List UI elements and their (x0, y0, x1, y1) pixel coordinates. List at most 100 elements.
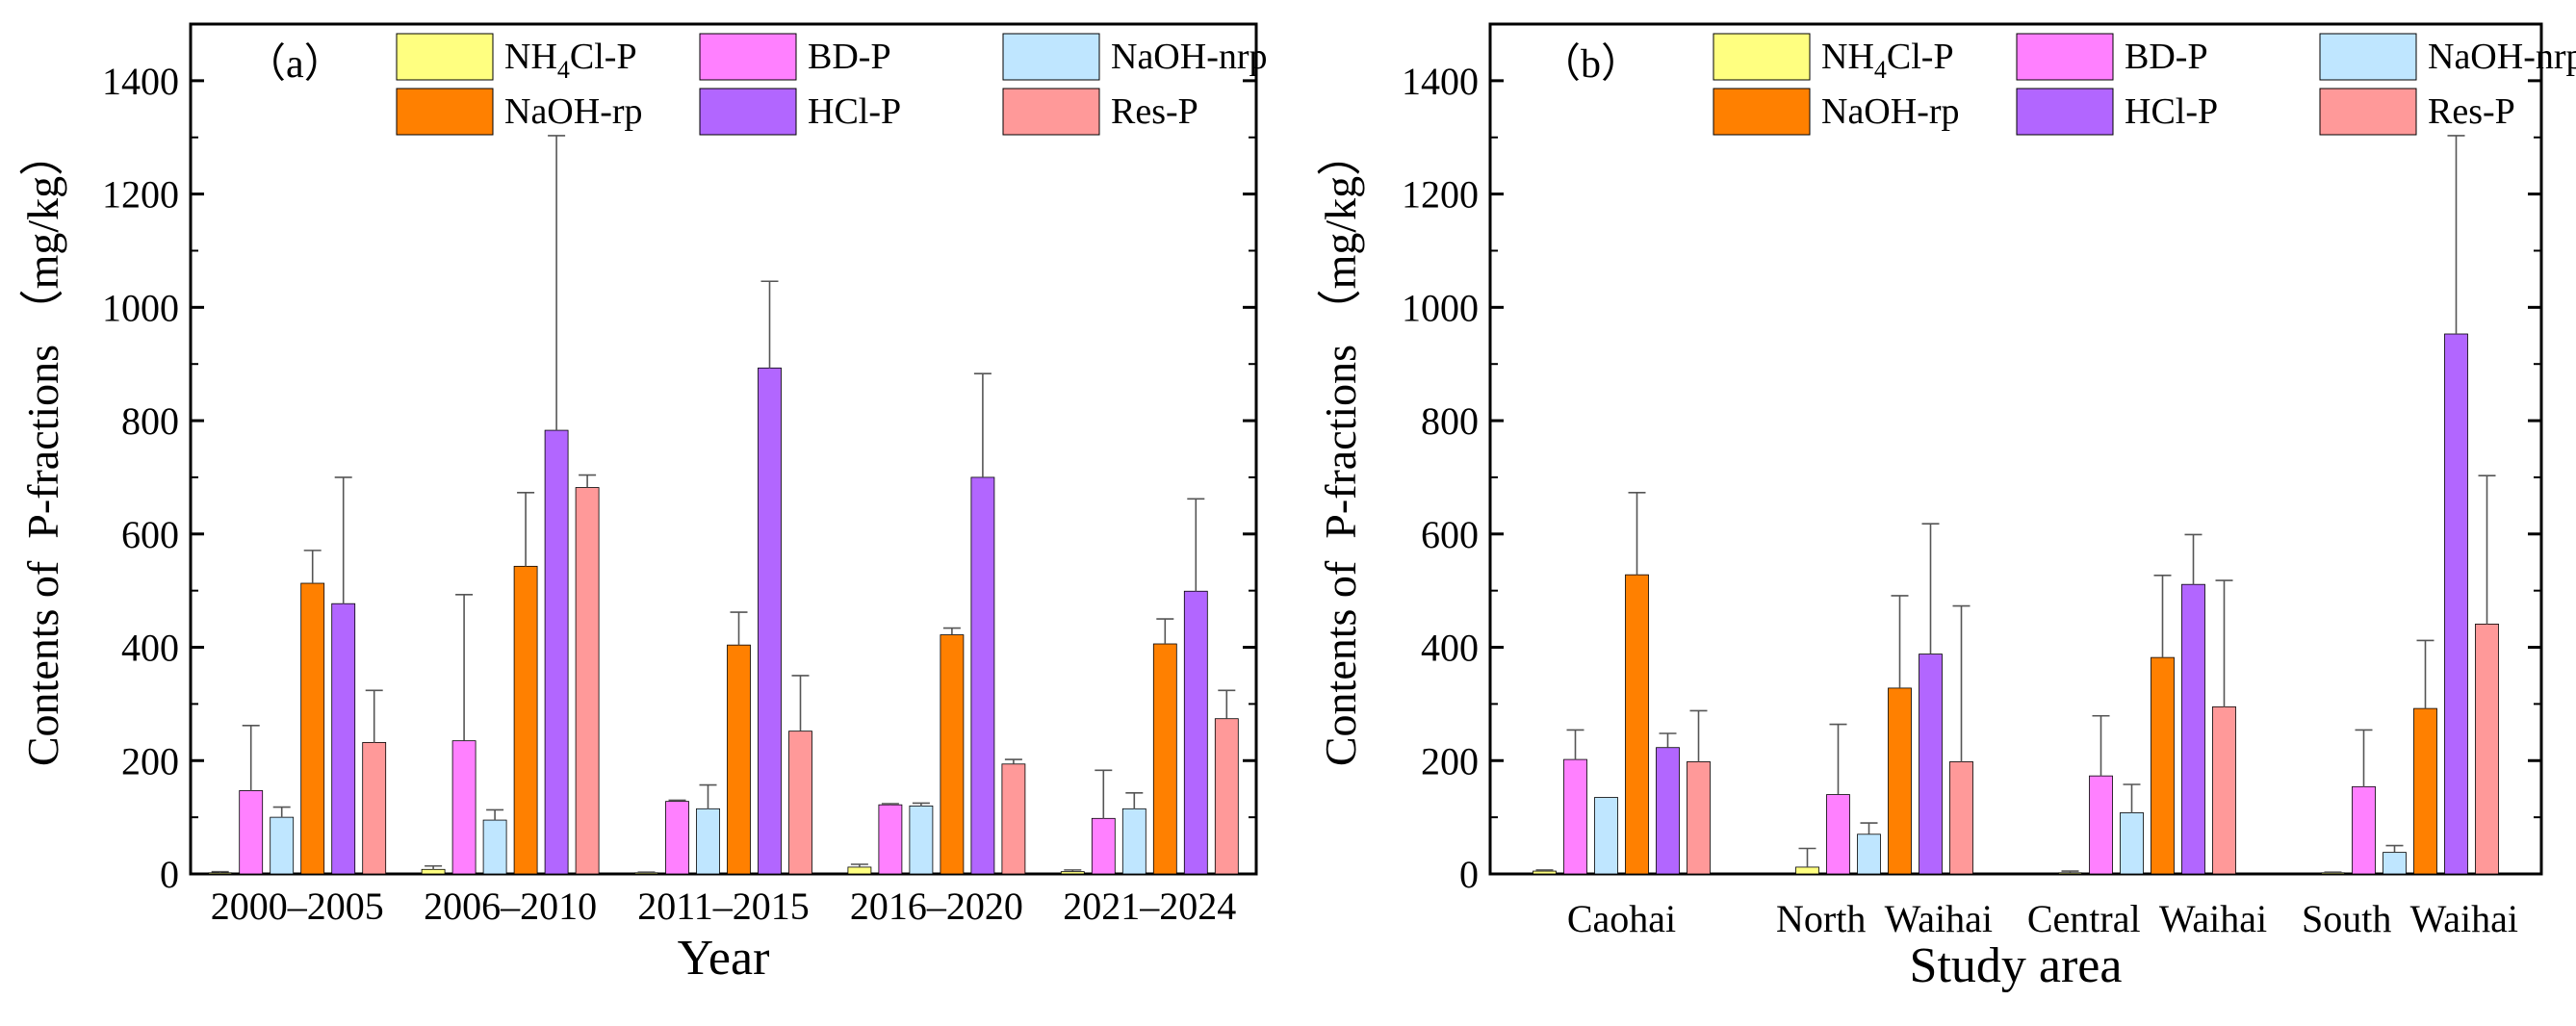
bar-NaOH-nrp-1 (482, 819, 507, 875)
x-tick-label: Central Waihai (2027, 897, 2267, 940)
x-tick-label: 2021–2024 (1063, 885, 1236, 928)
y-tick-label: 1400 (1402, 60, 1479, 103)
legend-label-NaOH-nrp: NaOH-nrp (2428, 37, 2576, 77)
bar-HCl-P-2 (2181, 583, 2205, 875)
bar-Res-P-3 (2475, 623, 2499, 875)
y-tick-label: 800 (1421, 399, 1479, 443)
bar-Res-P-1 (1949, 761, 1973, 875)
bar-BD-P-3 (2352, 785, 2376, 875)
bar-BD-P-4 (1091, 817, 1116, 875)
y-tick-label: 1200 (102, 173, 179, 217)
bar-NaOH-nrp-2 (696, 808, 720, 875)
y-tick-label: 200 (1421, 739, 1479, 782)
bar-NH4Cl-P-3 (847, 866, 872, 875)
x-tick-label: 2000–2005 (211, 885, 384, 928)
bar-Res-P-0 (362, 742, 387, 875)
bar-BD-P-2 (665, 801, 689, 875)
y-tick-label: 1000 (1402, 286, 1479, 329)
legend-swatch-BD-P (699, 33, 797, 81)
bar-NaOH-nrp-1 (1857, 834, 1881, 875)
bar-NaOH-rp-4 (1152, 643, 1177, 875)
bar-NH4Cl-P-4 (1060, 871, 1085, 875)
bar-NaOH-nrp-3 (2383, 852, 2407, 875)
x-tick-label: 2016–2020 (850, 885, 1023, 928)
bar-HCl-P-1 (544, 429, 569, 875)
y-tick-label: 600 (121, 513, 179, 556)
legend-swatch-NaOH-rp (396, 88, 494, 136)
bar-NH4Cl-P-2 (2058, 872, 2082, 875)
bar-Res-P-4 (1214, 718, 1239, 875)
bar-NaOH-rp-0 (300, 582, 325, 875)
bar-NaOH-rp-3 (2413, 707, 2437, 875)
legend-label-Res-P: Res-P (2428, 91, 2515, 132)
bar-BD-P-1 (1826, 794, 1850, 875)
bar-HCl-P-4 (1183, 590, 1208, 875)
bar-HCl-P-3 (970, 476, 995, 875)
bar-Res-P-1 (575, 487, 600, 875)
y-axis-title: Contents of P-fractions （mg/kg） (1316, 132, 1365, 766)
legend-swatch-NH4Cl-P (396, 33, 494, 81)
bar-NH4Cl-P-1 (1795, 866, 1819, 875)
bar-BD-P-0 (239, 790, 264, 875)
bar-NaOH-rp-2 (2151, 656, 2175, 875)
plot-frame (189, 22, 1258, 876)
y-tick-label: 1200 (1402, 173, 1479, 217)
chart-panel-a: 0 200 400 600 800 1000 1200 1400 2000–2005 2006–2… (18, 22, 1268, 986)
y-tick-label: 800 (121, 399, 179, 443)
bar-BD-P-3 (878, 804, 903, 875)
legend: NH4Cl-P BD-P NaOH-nrp NaOH-rp HCl-P Res-P (396, 33, 1268, 136)
bar-NH4Cl-P-0 (208, 872, 233, 875)
legend-label-BD-P: BD-P (2125, 37, 2208, 77)
bar-NaOH-rp-1 (513, 565, 538, 875)
legend-swatch-NaOH-nrp (1002, 33, 1100, 81)
legend-label-NH4Cl-P: NH4Cl-P (504, 37, 637, 84)
plot-frame (1488, 22, 2543, 876)
legend-label-HCl-P: HCl-P (2125, 91, 2218, 132)
legend-label-Res-P: Res-P (1111, 91, 1198, 132)
bar-NaOH-rp-0 (1625, 574, 1649, 875)
x-axis-title: Study area (1910, 938, 2123, 993)
legend-swatch-HCl-P (699, 88, 797, 136)
legend-label-NaOH-nrp: NaOH-nrp (1111, 37, 1268, 77)
legend-label-BD-P: BD-P (808, 37, 891, 77)
x-tick-label: 2006–2010 (424, 885, 597, 928)
bar-NaOH-nrp-2 (2120, 812, 2144, 875)
bar-BD-P-0 (1563, 758, 1587, 875)
panel-label: （a） (245, 42, 345, 87)
bar-Res-P-2 (788, 731, 812, 875)
bar-HCl-P-0 (331, 603, 356, 875)
bar-BD-P-1 (451, 740, 477, 875)
chart-panel-b: 0 200 400 600 800 1000 1200 1400 Caohai North Wai… (1316, 22, 2576, 993)
bar-HCl-P-0 (1656, 747, 1680, 875)
bar-NaOH-nrp-0 (1594, 797, 1618, 875)
legend-swatch-BD-P (2016, 33, 2114, 81)
bar-NaOH-rp-3 (940, 634, 965, 875)
x-tick-label: Caohai (1567, 897, 1676, 940)
x-axis-title: Year (678, 931, 770, 986)
bar-NaOH-rp-2 (727, 644, 751, 875)
y-tick-label: 0 (160, 853, 179, 896)
legend-swatch-Res-P (2319, 88, 2417, 136)
x-tick-label: 2011–2015 (637, 885, 810, 928)
bar-NaOH-nrp-0 (270, 816, 295, 875)
bar-HCl-P-2 (758, 367, 782, 875)
legend-swatch-NaOH-nrp (2319, 33, 2417, 81)
y-axis-title: Contents of P-fractions （mg/kg） (18, 132, 67, 766)
bar-BD-P-2 (2089, 775, 2113, 875)
legend-swatch-NaOH-rp (1713, 88, 1811, 136)
bar-NaOH-rp-1 (1888, 687, 1912, 875)
bar-Res-P-3 (1001, 763, 1026, 875)
bar-HCl-P-1 (1919, 654, 1943, 875)
bar-NH4Cl-P-1 (421, 868, 446, 875)
bar-Res-P-0 (1687, 761, 1711, 875)
legend-label-NH4Cl-P: NH4Cl-P (1821, 37, 1954, 84)
legend-label-HCl-P: HCl-P (808, 91, 901, 132)
y-tick-label: 0 (1459, 853, 1479, 896)
y-tick-label: 600 (1421, 513, 1479, 556)
bar-NaOH-nrp-4 (1121, 808, 1146, 875)
legend: NH4Cl-P BD-P NaOH-nrp NaOH-rp HCl-P Res-P (1713, 33, 2576, 136)
legend-label-NaOH-rp: NaOH-rp (504, 91, 643, 132)
legend-label-NaOH-rp: NaOH-rp (1821, 91, 1960, 132)
x-tick-label: South Waihai (2302, 897, 2518, 940)
